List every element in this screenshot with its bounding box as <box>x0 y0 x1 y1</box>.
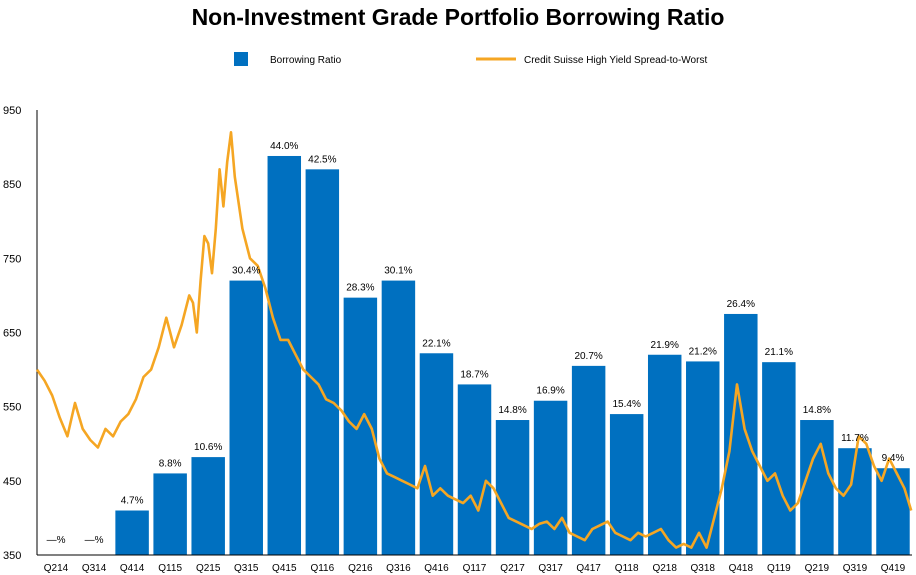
x-tick-label-Q419: Q419 <box>881 563 906 574</box>
x-tick-label-Q316: Q316 <box>386 563 411 574</box>
data-label-Q214: —% <box>47 535 66 546</box>
x-tick-label-Q217: Q217 <box>500 563 525 574</box>
bar-Q317 <box>533 400 568 555</box>
x-tick-label-Q314: Q314 <box>82 563 107 574</box>
y-tick-label: 450 <box>3 476 21 488</box>
data-label-Q416: 22.1% <box>422 338 450 349</box>
data-label-Q218: 21.9% <box>651 340 679 351</box>
data-label-Q415: 44.0% <box>270 141 298 152</box>
spread-line <box>35 131 913 549</box>
data-label-Q116: 42.5% <box>308 154 336 165</box>
bar-Q418 <box>724 313 758 555</box>
data-label-Q216: 28.3% <box>346 283 374 294</box>
bar-Q119 <box>762 362 796 555</box>
y-tick-label: 650 <box>3 328 21 340</box>
y-tick-label: 950 <box>3 105 21 117</box>
data-label-Q414: 4.7% <box>121 496 144 507</box>
bar-Q216 <box>343 297 378 555</box>
x-tick-label-Q117: Q117 <box>463 563 487 574</box>
y-axis: 350 450 550 650 750 850 950 <box>3 105 38 562</box>
legend: Borrowing Ratio Credit Suisse High Yield … <box>234 52 707 66</box>
bar-Q417 <box>571 365 606 555</box>
bar-Q115 <box>153 473 187 555</box>
bar-series <box>115 155 910 556</box>
x-tick-label-Q115: Q115 <box>158 563 182 574</box>
data-label-Q118: 15.4% <box>612 399 640 410</box>
x-tick-label-Q216: Q216 <box>348 563 373 574</box>
y-tick-label: 750 <box>3 253 21 265</box>
data-label-Q419: 9.4% <box>882 453 905 464</box>
x-tick-label-Q318: Q318 <box>691 563 716 574</box>
bar-Q316 <box>381 280 416 555</box>
x-tick-label-Q417: Q417 <box>576 563 601 574</box>
x-axis: Q214 Q314 Q414 Q115 Q215 Q315 Q415 Q116 Q216 Q316… <box>37 554 912 574</box>
data-labels: —% —% 4.7% 8.8% 10.6% 30.4% 44.0% 42.5% 28.3% 30.… <box>47 141 905 546</box>
x-tick-label-Q219: Q219 <box>805 563 830 574</box>
y-tick-label: 850 <box>3 179 21 191</box>
x-tick-label-Q317: Q317 <box>538 563 563 574</box>
x-tick-label-Q118: Q118 <box>615 563 639 574</box>
x-tick-label-Q218: Q218 <box>652 563 677 574</box>
bar-Q218 <box>647 354 682 555</box>
x-tick-label-Q319: Q319 <box>843 563 868 574</box>
bar-Q315 <box>229 280 263 555</box>
data-label-Q217: 14.8% <box>498 405 526 416</box>
data-label-Q219: 14.8% <box>803 405 831 416</box>
x-tick-label-Q414: Q414 <box>120 563 145 574</box>
bar-Q217 <box>495 420 530 555</box>
bar-Q116 <box>305 169 340 556</box>
data-label-Q318: 21.2% <box>689 346 717 357</box>
x-tick-label-Q214: Q214 <box>44 563 69 574</box>
legend-swatch-borrowing-ratio <box>234 52 248 66</box>
data-label-Q417: 20.7% <box>574 351 602 362</box>
bar-Q219 <box>800 420 834 555</box>
x-tick-label-Q315: Q315 <box>234 563 259 574</box>
bar-Q117 <box>457 384 492 555</box>
data-label-Q119: 21.1% <box>765 347 793 358</box>
chart-title: Non-Investment Grade Portfolio Borrowing… <box>191 4 725 30</box>
bar-Q419 <box>876 468 910 555</box>
legend-label-borrowing-ratio: Borrowing Ratio <box>270 55 342 66</box>
bar-Q414 <box>115 510 149 555</box>
data-label-Q317: 16.9% <box>536 386 564 397</box>
x-tick-label-Q215: Q215 <box>196 563 221 574</box>
data-label-Q319: 11.7% <box>841 433 869 444</box>
x-tick-label-Q415: Q415 <box>272 563 297 574</box>
data-label-Q314: —% <box>85 535 104 546</box>
data-label-Q117: 18.7% <box>460 369 488 380</box>
y-tick-label: 550 <box>3 402 21 414</box>
x-tick-label-Q116: Q116 <box>310 563 334 574</box>
bar-Q416 <box>419 353 454 555</box>
data-label-Q315: 30.4% <box>232 266 260 277</box>
x-tick-label-Q418: Q418 <box>729 563 754 574</box>
bar-Q318 <box>686 361 720 555</box>
data-label-Q115: 8.8% <box>159 458 182 469</box>
x-tick-label-Q119: Q119 <box>767 563 791 574</box>
legend-label-spread: Credit Suisse High Yield Spread-to-Worst <box>524 55 707 66</box>
data-label-Q316: 30.1% <box>384 266 412 277</box>
line-series <box>35 131 913 549</box>
bar-Q215 <box>191 457 225 555</box>
x-tick-label-Q416: Q416 <box>424 563 449 574</box>
y-tick-label: 350 <box>3 550 21 562</box>
data-label-Q215: 10.6% <box>194 442 222 453</box>
data-label-Q418: 26.4% <box>727 299 755 310</box>
